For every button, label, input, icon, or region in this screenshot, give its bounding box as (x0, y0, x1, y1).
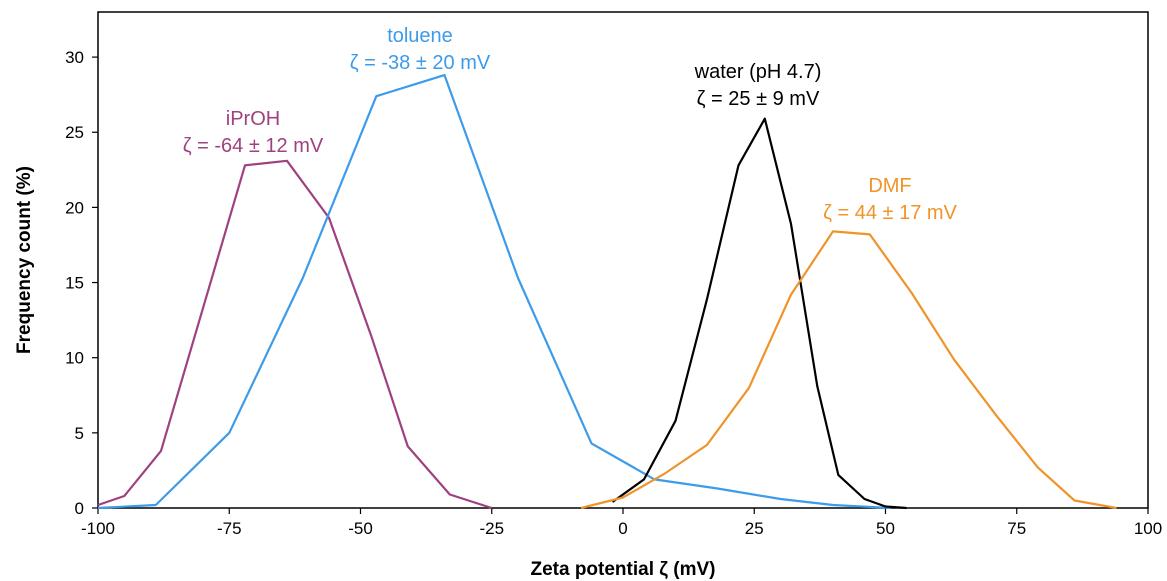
y-tick-label: 0 (75, 499, 84, 518)
series-annotations: iPrOH ζ = -64 ± 12 mV toluene ζ = -38 ± 20 … (183, 25, 958, 224)
annotation-iproh-line-1: iPrOH (226, 108, 280, 130)
series-line-iproh (97, 159, 493, 510)
annotation-water-ph-4-7-line-2: ζ = 25 ± 9 mV (697, 88, 820, 110)
y-axis-title: Frequency count (%) (14, 166, 35, 354)
x-tick-label: 75 (1007, 519, 1026, 538)
annotation-dmf-line-2: ζ = 44 ± 17 mV (823, 202, 957, 224)
annotation-dmf-line-1: DMF (868, 175, 911, 197)
series-line-water-ph-4-7 (611, 117, 907, 510)
x-tick-label: 25 (745, 519, 764, 538)
y-tick-label: 5 (75, 424, 84, 443)
y-tick-label: 10 (65, 349, 84, 368)
series-line-toluene (97, 73, 891, 510)
x-tick-label: 50 (876, 519, 895, 538)
x-tick-label: -25 (479, 519, 504, 538)
y-tick-label: 20 (65, 198, 84, 217)
y-tick-label: 25 (65, 123, 84, 142)
annotation-iproh-line-2: ζ = -64 ± 12 mV (183, 135, 324, 157)
plot-area-frame (97, 11, 1149, 509)
x-tick-label: -50 (348, 519, 373, 538)
y-tick-label: 15 (65, 274, 84, 293)
x-tick-label: -75 (217, 519, 242, 538)
annotation-toluene-line-2: ζ = -38 ± 20 mV (350, 52, 491, 74)
series-line-dmf (580, 230, 1117, 510)
x-tick-label: -100 (81, 519, 115, 538)
x-tick-label: 100 (1134, 519, 1162, 538)
x-axis-title: Zeta potential ζ (mV) (530, 559, 715, 580)
annotation-toluene-line-1: toluene (387, 25, 453, 47)
x-axis-ticks: -100 -75 -50 -25 0 25 50 75 100 (81, 508, 1162, 538)
series-lines (97, 73, 1117, 510)
annotation-water-ph-4-7-line-1: water (pH 4.7) (694, 61, 822, 83)
y-tick-label: 30 (65, 48, 84, 67)
x-tick-label: 0 (618, 519, 627, 538)
y-axis-ticks: 0 5 10 15 20 25 30 (65, 48, 98, 518)
